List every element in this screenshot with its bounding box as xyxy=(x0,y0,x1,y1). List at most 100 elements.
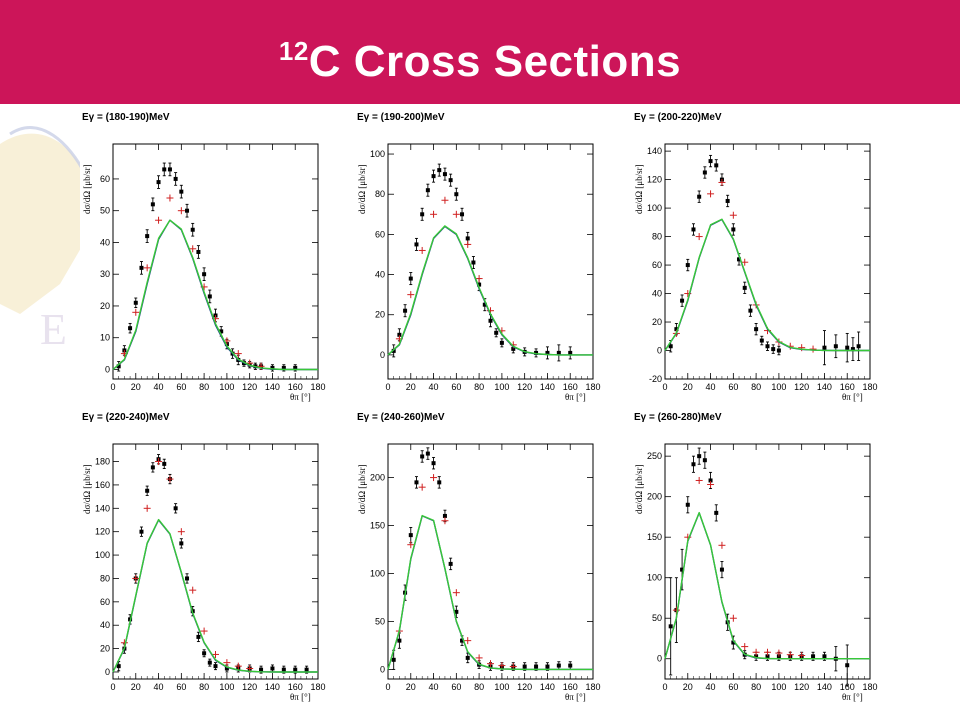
data-point xyxy=(568,661,573,670)
x-tick-label: 0 xyxy=(110,682,115,692)
data-marker xyxy=(499,340,504,345)
x-tick-label: 180 xyxy=(310,682,325,692)
data-point-red xyxy=(741,258,749,266)
y-tick-label: -20 xyxy=(649,374,662,384)
data-point xyxy=(691,223,696,236)
data-point xyxy=(391,344,396,358)
data-marker xyxy=(190,227,195,232)
data-point-red xyxy=(200,627,208,635)
data-marker xyxy=(822,345,827,350)
x-tick-label: 60 xyxy=(176,382,186,392)
x-tick-label: 40 xyxy=(706,382,716,392)
data-point-red xyxy=(718,178,726,186)
data-marker xyxy=(511,346,516,351)
data-point xyxy=(556,344,561,362)
x-tick-label: 80 xyxy=(751,682,761,692)
data-point-red xyxy=(166,475,174,483)
data-point xyxy=(202,649,207,658)
x-tick-label: 120 xyxy=(794,382,809,392)
x-tick-label: 180 xyxy=(585,382,600,392)
x-tick-label: 100 xyxy=(771,382,786,392)
data-point xyxy=(714,504,719,522)
x-tick-label: 140 xyxy=(817,682,832,692)
data-point xyxy=(437,163,442,177)
x-axis-label: θπ [°] xyxy=(842,392,863,402)
data-marker xyxy=(737,257,742,262)
data-point xyxy=(414,237,419,251)
chart-plot: 0 20 40 60 80 100 120 140 160 180 0 20 40 60 80 100 120 1… xyxy=(95,443,326,692)
data-point xyxy=(725,194,730,208)
background-swoosh xyxy=(0,133,95,314)
x-tick-label: 160 xyxy=(840,682,855,692)
y-tick-label: 100 xyxy=(370,149,385,159)
data-point xyxy=(708,154,713,168)
data-marker xyxy=(822,654,827,659)
data-point-red xyxy=(441,517,449,525)
x-axis-label: θπ [°] xyxy=(290,692,311,702)
data-point-red xyxy=(143,504,151,512)
data-marker xyxy=(150,465,155,470)
x-axis-label: θπ [°] xyxy=(565,692,586,702)
chart-plot: 0 20 40 60 80 100 120 140 160 180 0 50 100 150 200 xyxy=(370,443,601,692)
y-tick-label: 100 xyxy=(95,550,110,560)
model-curve xyxy=(664,511,870,660)
data-marker xyxy=(708,159,713,164)
data-point-red xyxy=(155,216,163,224)
chart-title: Eγ = (260-280)MeV xyxy=(634,412,722,423)
y-axis-label: dσ/dΩ [μb/sr] xyxy=(357,164,367,214)
data-point-red xyxy=(729,211,737,219)
data-point-red xyxy=(707,190,715,198)
data-point-red xyxy=(166,194,174,202)
data-point xyxy=(448,173,453,187)
y-tick-label: 60 xyxy=(652,260,662,270)
x-tick-label: 180 xyxy=(862,382,877,392)
chart-plot: 0 20 40 60 80 100 120 140 160 180-200204060801001… xyxy=(647,143,878,392)
data-point-red xyxy=(132,574,140,582)
data-marker xyxy=(731,640,736,645)
x-tick-label: 80 xyxy=(751,382,761,392)
data-marker xyxy=(460,638,465,643)
data-marker xyxy=(668,624,673,629)
data-point xyxy=(471,256,476,269)
y-tick-label: 120 xyxy=(95,527,110,537)
model-curve xyxy=(112,519,318,673)
data-point xyxy=(162,162,167,177)
data-point-red xyxy=(707,481,715,489)
y-tick-label: 20 xyxy=(100,301,110,311)
data-point xyxy=(213,662,218,671)
data-point-red xyxy=(177,528,185,536)
y-tick-label: 50 xyxy=(100,206,110,216)
data-marker xyxy=(431,461,436,466)
chart-panel: Eγ = (260-280)MeV 0 20 40 60 80 100 120 140 160 18… xyxy=(632,412,882,702)
data-marker xyxy=(145,488,150,493)
data-marker xyxy=(391,348,396,353)
data-point-red xyxy=(718,541,726,549)
data-marker xyxy=(431,174,436,179)
data-marker xyxy=(754,327,759,332)
data-marker xyxy=(488,318,493,323)
data-marker xyxy=(697,454,702,459)
data-point xyxy=(845,644,850,686)
data-marker xyxy=(213,664,218,669)
y-tick-label: 60 xyxy=(375,229,385,239)
data-marker xyxy=(448,561,453,566)
data-point-red xyxy=(418,246,426,254)
data-point xyxy=(568,346,573,360)
data-point-red xyxy=(798,652,806,659)
data-marker xyxy=(281,365,286,370)
data-point xyxy=(499,338,504,348)
data-point xyxy=(833,334,838,359)
data-marker xyxy=(477,282,482,287)
data-marker xyxy=(437,480,442,485)
data-point-red xyxy=(695,233,703,241)
data-point xyxy=(202,267,207,282)
x-tick-label: 60 xyxy=(728,382,738,392)
y-tick-label: 250 xyxy=(647,451,662,461)
data-marker xyxy=(845,345,850,350)
data-point xyxy=(822,330,827,366)
data-point-red xyxy=(695,476,703,484)
model-curve xyxy=(112,219,318,371)
data-point xyxy=(685,496,690,514)
plot-frame xyxy=(387,143,594,380)
data-point xyxy=(139,526,144,537)
